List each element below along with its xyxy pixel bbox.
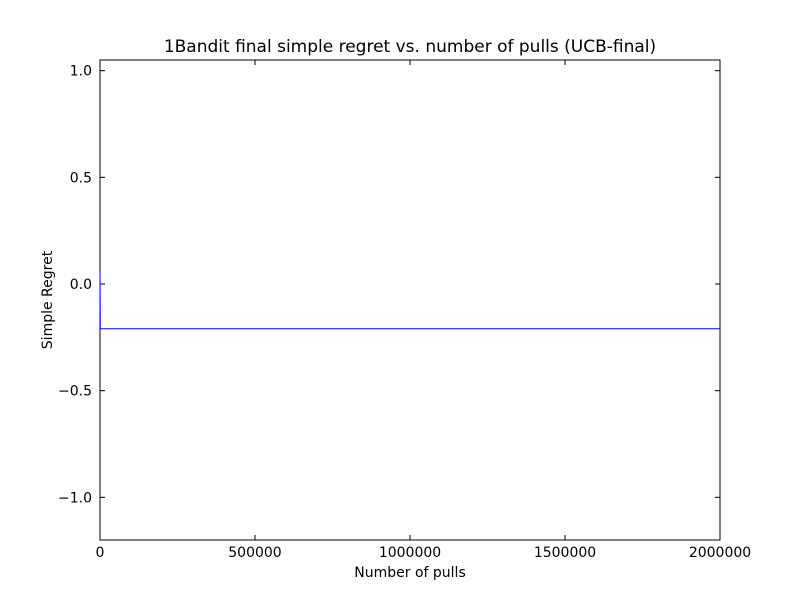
plot-area bbox=[99, 59, 721, 541]
x-axis-label: Number of pulls bbox=[354, 565, 465, 581]
y-tick-label: −0.5 bbox=[58, 384, 92, 400]
x-tick-label: 500000 bbox=[228, 545, 281, 561]
x-tick-label: 2000000 bbox=[689, 545, 751, 561]
chart-title: 1Bandit final simple regret vs. number o… bbox=[164, 37, 656, 57]
x-tick-label: 0 bbox=[96, 545, 105, 561]
x-tick-label: 1000000 bbox=[379, 545, 441, 561]
y-axis-label: Simple Regret bbox=[40, 250, 56, 349]
y-tick-label: −1.0 bbox=[58, 490, 92, 506]
series-layer bbox=[99, 273, 720, 330]
y-tick-label: 0.0 bbox=[70, 277, 92, 293]
y-tick-label: 0.5 bbox=[70, 170, 92, 186]
tick-labels: 0 500000 1000000 1500000 2000000 −1.0 −0.5 0.0 0… bbox=[58, 64, 751, 561]
x-tick-label: 1500000 bbox=[534, 545, 596, 561]
y-tick-label: 1.0 bbox=[70, 64, 92, 80]
axis-ticks bbox=[99, 60, 721, 540]
series-line-0 bbox=[99, 273, 720, 330]
